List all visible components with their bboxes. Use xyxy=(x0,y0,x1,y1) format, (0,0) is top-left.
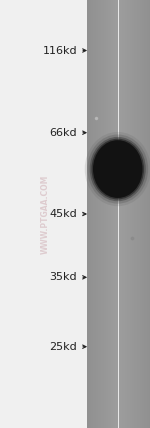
Bar xyxy=(138,0,139,428)
Bar xyxy=(96,0,97,428)
Bar xyxy=(109,0,110,428)
Bar xyxy=(117,0,118,428)
Text: WWW.PTGAA.COM: WWW.PTGAA.COM xyxy=(40,174,50,254)
Bar xyxy=(110,0,111,428)
Bar xyxy=(131,0,132,428)
Bar xyxy=(139,0,140,428)
Bar xyxy=(133,0,134,428)
Bar xyxy=(95,0,96,428)
Bar xyxy=(108,0,109,428)
Bar xyxy=(140,0,141,428)
Bar xyxy=(144,0,145,428)
Bar xyxy=(137,0,138,428)
Bar xyxy=(147,0,148,428)
Bar xyxy=(100,0,101,428)
Bar xyxy=(97,0,98,428)
Bar xyxy=(102,0,103,428)
Bar xyxy=(104,0,105,428)
Bar xyxy=(88,0,89,428)
Bar xyxy=(99,0,100,428)
Text: 35kd: 35kd xyxy=(50,272,77,282)
Bar xyxy=(92,0,93,428)
Bar xyxy=(143,0,144,428)
Ellipse shape xyxy=(85,132,150,206)
Bar xyxy=(130,0,131,428)
Bar xyxy=(142,0,143,428)
Bar xyxy=(0,0,87,428)
Ellipse shape xyxy=(90,137,146,201)
Bar xyxy=(89,0,90,428)
Bar xyxy=(87,0,88,428)
Bar xyxy=(124,0,125,428)
Bar xyxy=(149,0,150,428)
Bar xyxy=(119,0,120,428)
Bar xyxy=(113,0,114,428)
Bar xyxy=(103,0,104,428)
Bar xyxy=(103,0,104,428)
Bar xyxy=(125,0,126,428)
Bar xyxy=(145,0,146,428)
Bar xyxy=(101,0,102,428)
Bar xyxy=(129,0,130,428)
Ellipse shape xyxy=(92,139,144,199)
Bar xyxy=(136,0,137,428)
Bar xyxy=(121,0,122,428)
Bar xyxy=(135,0,136,428)
Bar xyxy=(122,0,123,428)
Bar xyxy=(148,0,149,428)
Bar xyxy=(123,0,124,428)
Bar xyxy=(106,0,107,428)
Text: 25kd: 25kd xyxy=(50,342,77,352)
Bar xyxy=(93,0,94,428)
Bar xyxy=(126,0,127,428)
Text: 45kd: 45kd xyxy=(50,209,77,219)
Bar xyxy=(118,0,119,428)
Bar xyxy=(128,0,129,428)
Bar xyxy=(141,0,142,428)
Bar xyxy=(127,0,128,428)
Bar xyxy=(134,0,135,428)
Bar xyxy=(146,0,147,428)
Text: 66kd: 66kd xyxy=(50,128,77,138)
Ellipse shape xyxy=(93,140,142,198)
Ellipse shape xyxy=(87,134,148,204)
Bar xyxy=(98,0,99,428)
Bar xyxy=(94,0,95,428)
Bar xyxy=(90,0,91,428)
Bar xyxy=(132,0,133,428)
Bar xyxy=(112,0,113,428)
Bar xyxy=(116,0,117,428)
Text: 116kd: 116kd xyxy=(43,45,77,56)
Bar xyxy=(111,0,112,428)
Bar xyxy=(115,0,116,428)
Bar xyxy=(114,0,115,428)
Bar xyxy=(105,0,106,428)
Bar xyxy=(91,0,92,428)
Bar xyxy=(120,0,121,428)
Bar xyxy=(107,0,108,428)
